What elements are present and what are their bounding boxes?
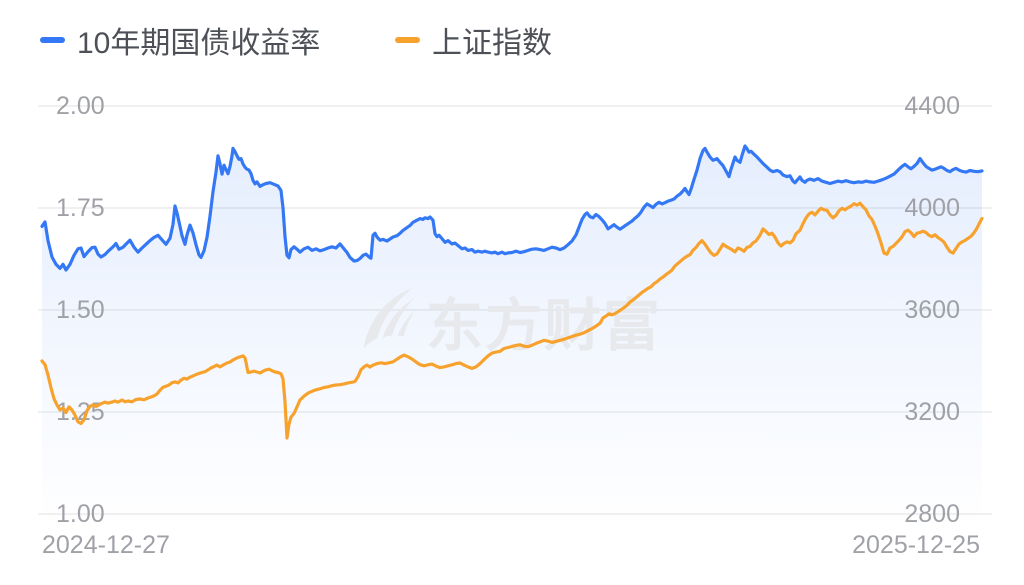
treasury-yield-legend-dash-icon bbox=[40, 37, 65, 43]
left-axis-tick: 2.00 bbox=[56, 92, 105, 120]
left-axis-tick: 1.00 bbox=[56, 500, 105, 528]
watermark-text: 东方财富 bbox=[426, 294, 662, 358]
right-axis-tick: 4400 bbox=[904, 92, 960, 120]
right-axis-tick: 3200 bbox=[904, 398, 960, 426]
sse-index-legend-label: 上证指数 bbox=[432, 27, 552, 60]
sse-index-legend-dash-icon bbox=[395, 37, 420, 43]
right-axis-tick: 2800 bbox=[904, 500, 960, 528]
watermark: 东方财富 bbox=[360, 280, 662, 362]
x-axis-end-date: 2025-12-25 bbox=[852, 531, 980, 559]
treasury-yield-line bbox=[40, 144, 984, 272]
treasury-yield-area-fill bbox=[42, 146, 982, 542]
legend-item-treasury-yield[interactable]: 10年期国债收益率 bbox=[40, 20, 320, 60]
x-axis-start-date: 2024-12-27 bbox=[42, 531, 170, 559]
treasury-yield-legend-label: 10年期国债收益率 bbox=[77, 27, 321, 60]
left-axis-tick: 1.75 bbox=[56, 194, 105, 222]
eastmoney-logo-icon bbox=[360, 286, 416, 357]
right-axis-tick: 4000 bbox=[904, 194, 960, 222]
sse-index-line bbox=[40, 201, 984, 440]
chart-legend: 10年期国债收益率 上证指数 bbox=[40, 20, 1024, 60]
legend-item-sse-index[interactable]: 上证指数 bbox=[395, 20, 552, 60]
right-axis-tick: 3600 bbox=[904, 296, 960, 324]
left-axis-tick: 1.50 bbox=[56, 296, 105, 324]
